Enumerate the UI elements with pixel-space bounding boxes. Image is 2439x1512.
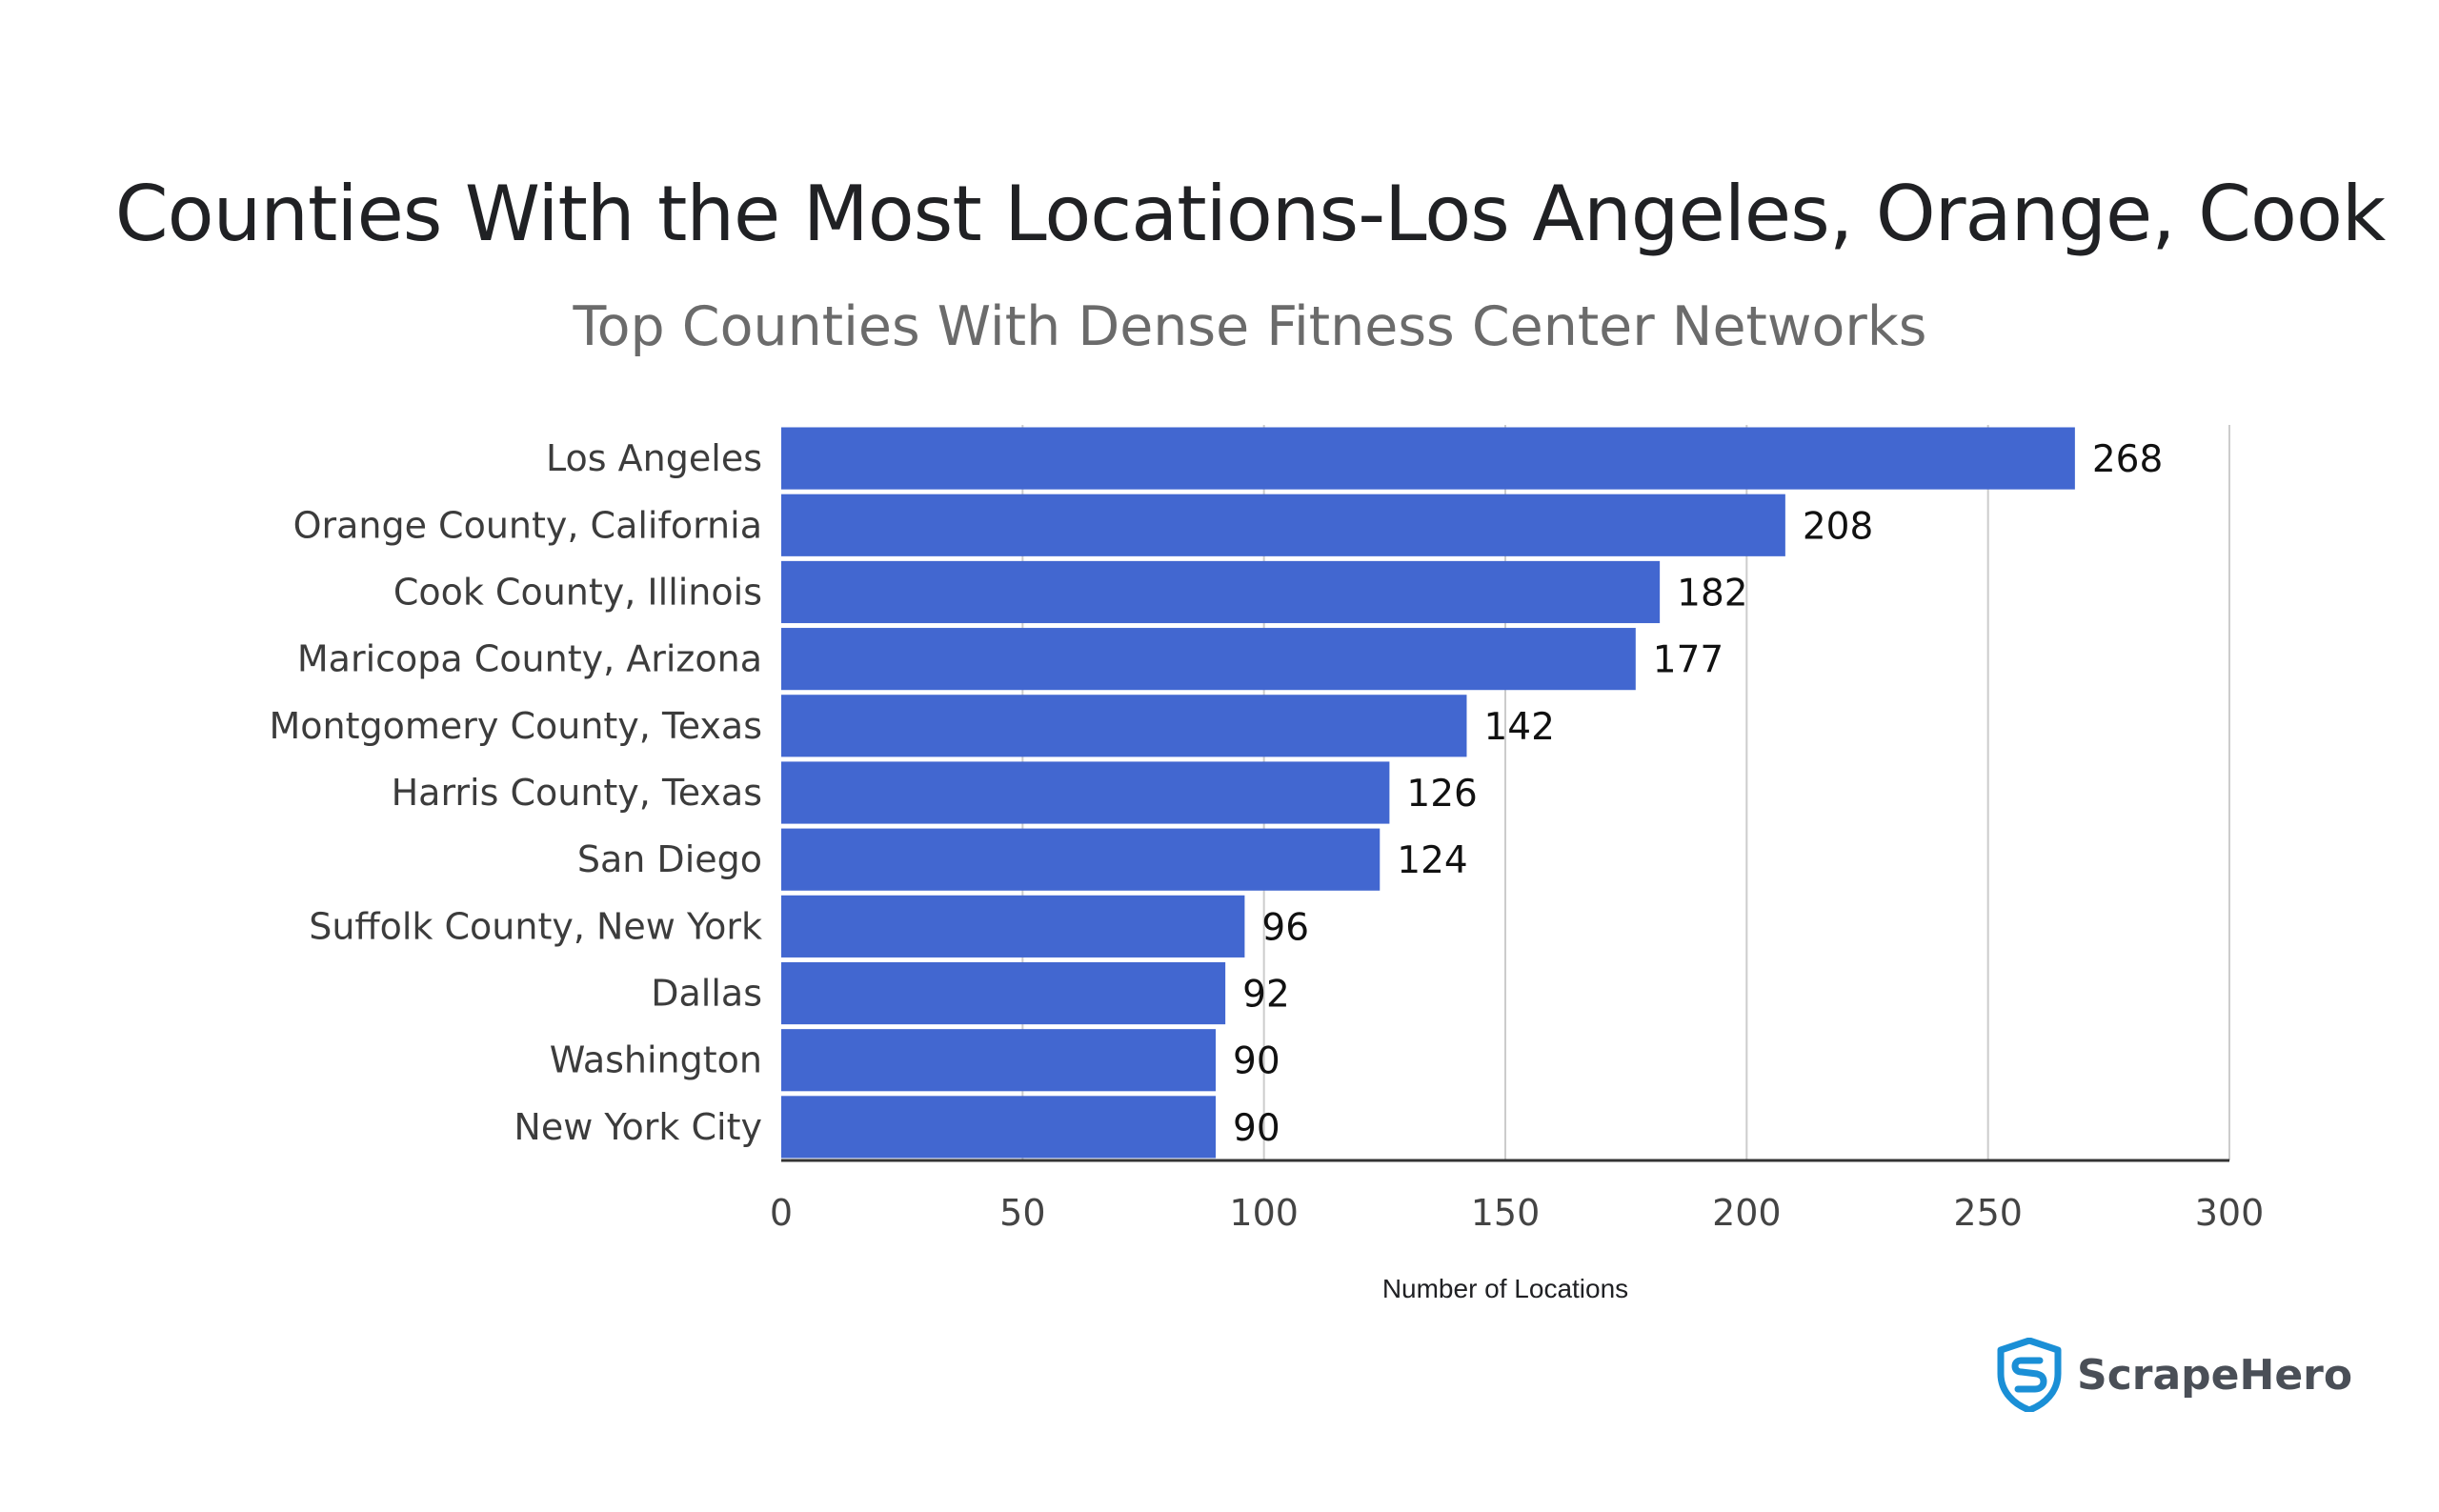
bar (781, 961, 1226, 1025)
x-tick-label: 100 (1229, 1192, 1299, 1234)
category-label: New York City (514, 1106, 762, 1148)
x-tick-label: 200 (1712, 1192, 1782, 1234)
chart-title: Counties With the Most Locations-Los Ang… (114, 170, 2386, 258)
bar (781, 828, 1381, 891)
brand-logo: ScrapeHero (1997, 1337, 2352, 1413)
x-tick-label: 0 (770, 1192, 793, 1234)
x-tick-label: 300 (2195, 1192, 2265, 1234)
bar (781, 494, 1785, 556)
bar (781, 1096, 1216, 1159)
x-tick-labels: 0 50 100 150 200 250 300 (770, 1192, 2264, 1234)
category-labels: Los Angeles Orange County, California Cook… (269, 437, 762, 1148)
shield-s-icon (1997, 1338, 2062, 1412)
bar (781, 761, 1390, 824)
data-label: 124 (1397, 839, 1467, 882)
bar (781, 427, 2075, 490)
category-label: Montgomery County, Texas (269, 705, 762, 747)
category-label: Cook County, Illinois (393, 571, 762, 613)
data-label: 92 (1242, 974, 1290, 1017)
bar (781, 1029, 1216, 1092)
x-tick-label: 50 (999, 1192, 1045, 1234)
data-label: 90 (1233, 1040, 1280, 1083)
data-label: 268 (2092, 438, 2163, 481)
category-label: Los Angeles (546, 437, 762, 479)
data-label: 182 (1677, 572, 1747, 615)
chart-subtitle: Top Counties With Dense Fitness Center N… (573, 295, 1927, 358)
data-label: 96 (1261, 906, 1309, 949)
bar (781, 895, 1245, 958)
x-tick-label: 150 (1471, 1192, 1541, 1234)
category-label: Orange County, California (293, 504, 762, 546)
brand-name: ScrapeHero (2077, 1350, 2353, 1400)
category-label: San Diego (577, 838, 762, 880)
category-label: Washington (550, 1039, 762, 1081)
bars (781, 427, 2075, 1159)
data-label: 126 (1406, 773, 1477, 816)
x-axis-title: Number of Locations (1382, 1274, 1628, 1303)
category-label: Harris County, Texas (392, 772, 762, 814)
data-label: 142 (1483, 706, 1554, 749)
category-label: Dallas (651, 973, 762, 1015)
category-label: Suffolk County, New York (309, 905, 762, 947)
data-label: 177 (1653, 639, 1723, 682)
category-label: Maricopa County, Arizona (297, 638, 762, 680)
x-tick-label: 250 (1953, 1192, 2023, 1234)
bar (781, 560, 1661, 624)
bar (781, 695, 1467, 757)
data-label: 90 (1233, 1107, 1280, 1150)
bar (781, 628, 1636, 691)
data-label: 208 (1803, 505, 1873, 548)
